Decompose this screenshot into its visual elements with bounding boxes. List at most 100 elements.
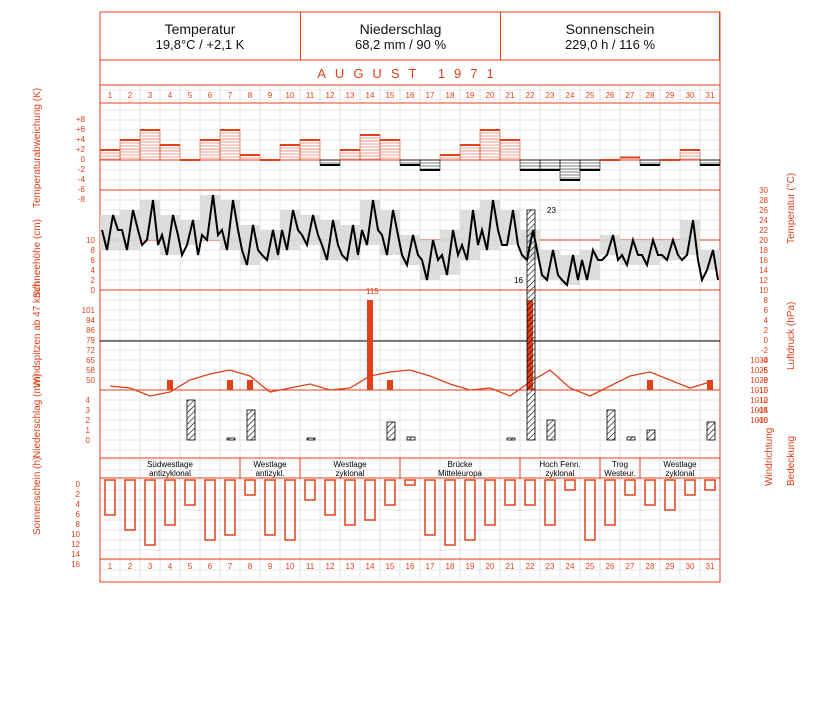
day-label-top: 9	[268, 91, 273, 100]
day-label-top: 17	[426, 91, 435, 100]
sunshine-bar	[664, 479, 676, 511]
chart-frame	[99, 11, 721, 583]
precip-bar	[186, 399, 196, 441]
snow-tick: 6	[91, 256, 96, 265]
precip-tick: 4	[86, 396, 91, 405]
precip-bar	[626, 436, 636, 441]
sunshine-bar	[564, 479, 576, 491]
day-label-top: 15	[386, 91, 395, 100]
precip-bar	[646, 429, 656, 441]
pressure-tick: 1005	[750, 406, 768, 415]
sunshine-tick: 14	[71, 550, 80, 559]
temperature-tick: 20	[759, 236, 768, 245]
temperature-tick: 28	[759, 196, 768, 205]
temperature-tick: -16	[756, 416, 768, 425]
pressure-tick: 1025	[750, 366, 768, 375]
temperature-tick: -14	[756, 406, 768, 415]
pressure-tick: 1030	[750, 356, 768, 365]
weather-type-label: Brücke	[448, 460, 473, 469]
header-temperature: Temperatur 19,8°C / +2,1 K	[100, 12, 301, 60]
snow-tick: 10	[86, 236, 95, 245]
sunshine-bar	[364, 479, 376, 521]
temperature-tick: 4	[764, 316, 769, 325]
wind-bar	[387, 380, 393, 390]
sunshine-tick: 12	[71, 540, 80, 549]
temperature-tick: 30	[759, 186, 768, 195]
day-label-bottom: 7	[228, 562, 233, 571]
weather-type-label: Südwestlage	[147, 460, 193, 469]
sunshine-bar	[144, 479, 156, 546]
sunshine-bar	[424, 479, 436, 536]
day-label-top: 21	[506, 91, 515, 100]
deviation-bar	[99, 149, 121, 161]
temperature-tick: 16	[759, 256, 768, 265]
precip-bar	[706, 421, 716, 441]
day-label-bottom: 12	[326, 562, 335, 571]
sunshine-bar	[224, 479, 236, 536]
wind-tick: 72	[86, 346, 95, 355]
day-label-top: 14	[366, 91, 375, 100]
wind-bar	[227, 380, 233, 390]
temp-deviation-tick: +8	[76, 115, 86, 124]
day-label-top: 16	[406, 91, 415, 100]
deviation-bar	[539, 159, 561, 171]
day-label-bottom: 16	[406, 562, 415, 571]
temperature-tick: 8	[764, 296, 769, 305]
weather-type-label: zyklonal	[336, 469, 365, 478]
precip-bar	[246, 409, 256, 441]
day-label-bottom: 23	[546, 562, 555, 571]
sunshine-bar	[584, 479, 596, 541]
sunshine-bar	[624, 479, 636, 496]
day-label-bottom: 11	[306, 562, 315, 571]
sunshine-tick: 16	[71, 560, 80, 569]
temperature-tick: 10	[759, 286, 768, 295]
day-label-bottom: 13	[346, 562, 355, 571]
deviation-bar	[679, 149, 701, 161]
precip-bar	[546, 419, 556, 441]
day-label-bottom: 21	[506, 562, 515, 571]
temp-deviation-tick: +2	[76, 145, 86, 154]
wind-tick: 79	[86, 336, 95, 345]
day-label-top: 27	[626, 91, 635, 100]
temp-deviation-tick: +6	[76, 125, 86, 134]
pressure-tick: 1010	[750, 396, 768, 405]
wind-tick: 50	[86, 376, 95, 385]
precip-bar	[606, 409, 616, 441]
sunshine-tick: 2	[76, 490, 81, 499]
temperature-tick: -2	[761, 346, 769, 355]
day-label-top: 11	[306, 91, 315, 100]
header-sunshine-value: 229,0 h / 116 %	[564, 37, 656, 52]
sunshine-tick: 4	[76, 500, 81, 509]
deviation-bar	[159, 144, 181, 161]
sunshine-bar	[524, 479, 536, 506]
day-label-top: 6	[208, 91, 213, 100]
sunshine-bar	[544, 479, 556, 526]
sunshine-bar	[204, 479, 216, 541]
day-label-top: 8	[248, 91, 253, 100]
header-temperature-title: Temperatur	[164, 21, 236, 37]
wind-bar	[647, 380, 653, 390]
header-temperature-value: 19,8°C / +2,1 K	[155, 37, 245, 52]
sunshine-bar	[484, 479, 496, 526]
day-label-top: 26	[606, 91, 615, 100]
wind-bar	[707, 380, 713, 390]
sunshine-bar	[244, 479, 256, 496]
sunshine-bar	[644, 479, 656, 506]
temperature-tick: 18	[759, 246, 768, 255]
sunshine-bar	[704, 479, 716, 491]
sunshine-bar	[444, 479, 456, 546]
day-label-top: 31	[706, 91, 715, 100]
day-label-top: 28	[646, 91, 655, 100]
day-label-top: 2	[128, 91, 133, 100]
sunshine-bar	[384, 479, 396, 506]
temperature-tick: -8	[761, 376, 769, 385]
weather-type-label: Hoch Fenn.	[539, 460, 580, 469]
day-label-top: 29	[666, 91, 675, 100]
day-label-top: 20	[486, 91, 495, 100]
day-label-top: 3	[148, 91, 153, 100]
weather-type-label: antizykl.	[256, 469, 285, 478]
precip-bar	[306, 437, 316, 441]
temperature-tick: 22	[759, 226, 768, 235]
day-label-bottom: 20	[486, 562, 495, 571]
day-label-bottom: 28	[646, 562, 655, 571]
